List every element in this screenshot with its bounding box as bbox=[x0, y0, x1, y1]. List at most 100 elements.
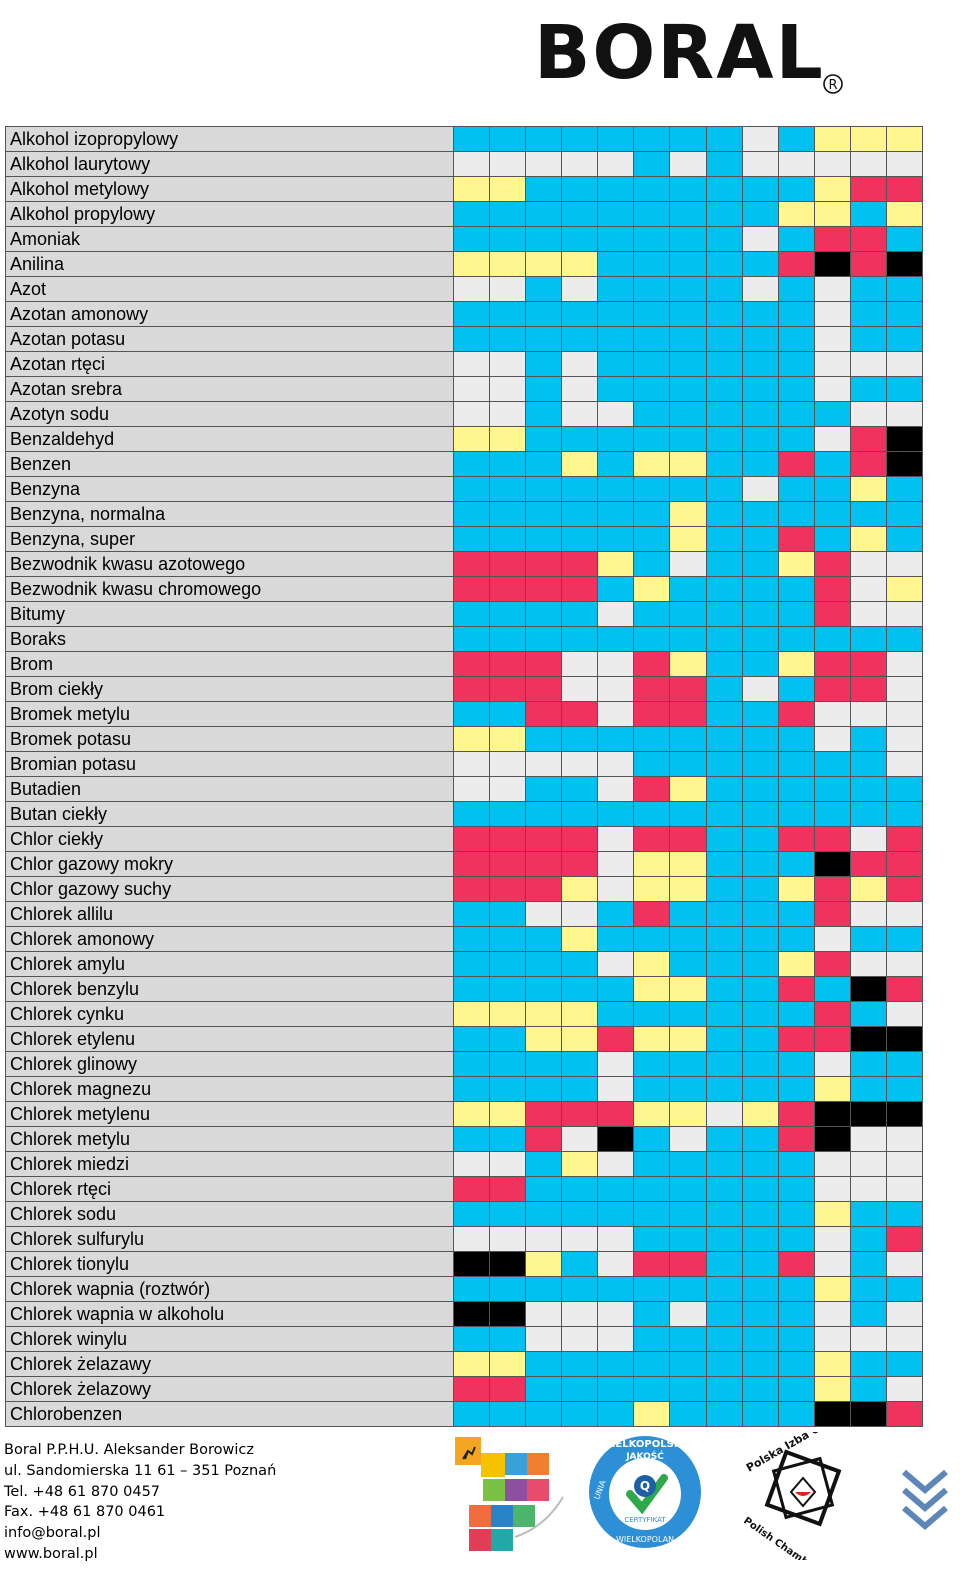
resistance-cell bbox=[489, 276, 527, 302]
resistance-cell bbox=[452, 376, 491, 402]
substance-name: Brom ciekły bbox=[5, 676, 454, 702]
resistance-cell bbox=[452, 1151, 491, 1177]
resistance-cell bbox=[741, 176, 779, 202]
resistance-cell bbox=[705, 201, 743, 227]
resistance-cell bbox=[489, 176, 527, 202]
resistance-cell bbox=[489, 1351, 527, 1377]
resistance-cell bbox=[489, 726, 527, 752]
resistance-cell bbox=[777, 176, 815, 202]
resistance-cell bbox=[489, 851, 527, 877]
table-row: Benzyna, normalna bbox=[5, 501, 924, 527]
resistance-cell bbox=[849, 726, 887, 752]
resistance-cell bbox=[669, 676, 707, 702]
resistance-cell bbox=[705, 251, 743, 277]
resistance-cell bbox=[777, 776, 815, 802]
resistance-cell bbox=[885, 826, 924, 852]
resistance-cell bbox=[669, 251, 707, 277]
resistance-cell bbox=[452, 476, 491, 502]
resistance-cell bbox=[777, 926, 815, 952]
resistance-cell bbox=[597, 226, 635, 252]
resistance-cell bbox=[561, 901, 599, 927]
resistance-cell bbox=[633, 1376, 671, 1402]
resistance-cell bbox=[813, 151, 851, 177]
resistance-cell bbox=[813, 1351, 851, 1377]
resistance-cell bbox=[489, 251, 527, 277]
resistance-cell bbox=[813, 651, 851, 677]
resistance-cell bbox=[669, 826, 707, 852]
resistance-cell bbox=[885, 851, 924, 877]
address: ul. Sandomierska 11 61 – 351 Poznań bbox=[4, 1462, 277, 1479]
resistance-cell bbox=[597, 1101, 635, 1127]
resistance-cell bbox=[489, 1151, 527, 1177]
table-row: Chlorek wapnia w alkoholu bbox=[5, 1301, 924, 1327]
resistance-cell bbox=[525, 401, 563, 427]
resistance-cell bbox=[885, 551, 924, 577]
resistance-cell bbox=[525, 701, 563, 727]
resistance-cell bbox=[561, 1101, 599, 1127]
resistance-cell bbox=[525, 1376, 563, 1402]
email-link[interactable]: info@boral.pl bbox=[4, 1525, 101, 1542]
resistance-cell bbox=[633, 1276, 671, 1302]
resistance-cell bbox=[597, 551, 635, 577]
substance-name: Chlorek żelazowy bbox=[5, 1376, 454, 1402]
resistance-cell bbox=[849, 251, 887, 277]
resistance-cell bbox=[885, 251, 924, 277]
resistance-cell bbox=[597, 1401, 635, 1427]
resistance-cell bbox=[597, 1326, 635, 1352]
table-row: Benzaldehyd bbox=[5, 426, 924, 452]
resistance-cell bbox=[705, 1151, 743, 1177]
resistance-cell bbox=[813, 426, 851, 452]
resistance-cell bbox=[525, 251, 563, 277]
resistance-cell bbox=[669, 801, 707, 827]
resistance-cell bbox=[885, 1351, 924, 1377]
resistance-cell bbox=[813, 826, 851, 852]
resistance-cell bbox=[489, 626, 527, 652]
resistance-cell bbox=[813, 726, 851, 752]
resistance-cell bbox=[741, 226, 779, 252]
badge-ribbon-text: CERTYFIKAT bbox=[624, 1516, 666, 1524]
table-row: Bromek potasu bbox=[5, 726, 924, 752]
resistance-cell bbox=[705, 176, 743, 202]
resistance-cell bbox=[813, 876, 851, 902]
website-link[interactable]: www.boral.pl bbox=[4, 1545, 98, 1562]
resistance-cell bbox=[813, 551, 851, 577]
table-row: Benzen bbox=[5, 451, 924, 477]
resistance-cell bbox=[633, 1226, 671, 1252]
resistance-cell bbox=[452, 1001, 491, 1027]
table-row: Chlorek cynku bbox=[5, 1001, 924, 1027]
resistance-cell bbox=[561, 1051, 599, 1077]
table-row: Azot bbox=[5, 276, 924, 302]
resistance-cell bbox=[669, 226, 707, 252]
resistance-cell bbox=[705, 951, 743, 977]
resistance-cell bbox=[669, 1326, 707, 1352]
substance-name: Alkohol laurytowy bbox=[5, 151, 454, 177]
resistance-cell bbox=[452, 551, 491, 577]
resistance-cell bbox=[777, 401, 815, 427]
resistance-cell bbox=[849, 426, 887, 452]
resistance-cell bbox=[669, 751, 707, 777]
resistance-cell bbox=[669, 901, 707, 927]
resistance-cell bbox=[705, 651, 743, 677]
resistance-cell bbox=[885, 876, 924, 902]
resistance-cell bbox=[741, 301, 779, 327]
resistance-cell bbox=[489, 551, 527, 577]
resistance-cell bbox=[885, 1251, 924, 1277]
resistance-cell bbox=[777, 801, 815, 827]
table-row: Chlorek winylu bbox=[5, 1326, 924, 1352]
resistance-cell bbox=[452, 901, 491, 927]
resistance-cell bbox=[705, 476, 743, 502]
table-row: Bromek metylu bbox=[5, 701, 924, 727]
resistance-cell bbox=[777, 126, 815, 152]
resistance-cell bbox=[885, 226, 924, 252]
resistance-cell bbox=[705, 501, 743, 527]
resistance-cell bbox=[561, 951, 599, 977]
resistance-cell bbox=[849, 1026, 887, 1052]
resistance-cell bbox=[885, 401, 924, 427]
resistance-cell bbox=[633, 201, 671, 227]
resistance-cell bbox=[669, 301, 707, 327]
resistance-cell bbox=[741, 751, 779, 777]
resistance-cell bbox=[633, 501, 671, 527]
resistance-cell bbox=[525, 826, 563, 852]
resistance-cell bbox=[849, 576, 887, 602]
resistance-cell bbox=[452, 451, 491, 477]
